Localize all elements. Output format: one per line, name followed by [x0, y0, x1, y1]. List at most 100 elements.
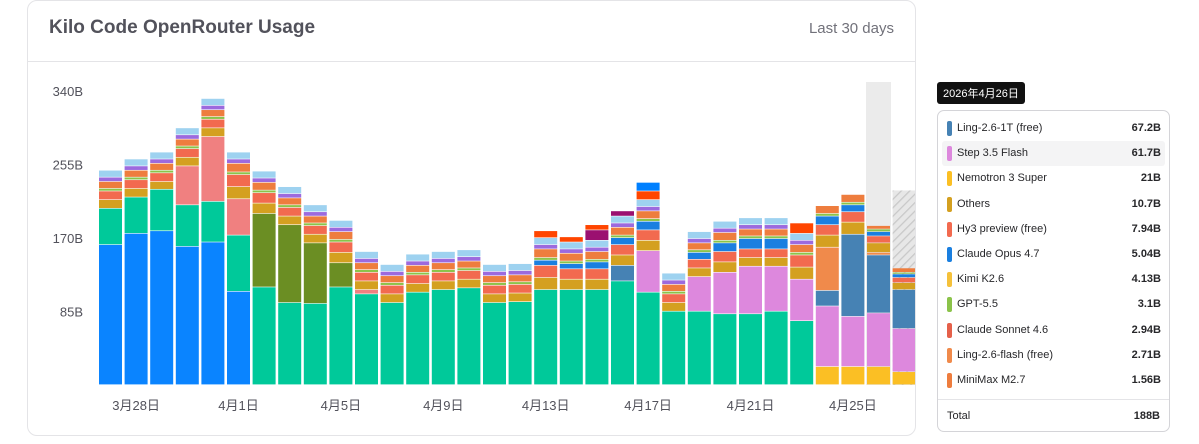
- bar-segment[interactable]: [508, 270, 532, 275]
- bar-segment[interactable]: [99, 244, 122, 385]
- bar-segment[interactable]: [175, 128, 199, 135]
- bar-segment[interactable]: [713, 262, 737, 272]
- bar-segment[interactable]: [278, 186, 302, 194]
- bar-segment[interactable]: [278, 205, 302, 208]
- bar-segment[interactable]: [790, 267, 814, 279]
- bar-segment[interactable]: [150, 159, 174, 164]
- bar-segment[interactable]: [252, 203, 276, 214]
- bar-segment[interactable]: [303, 303, 327, 385]
- bar-segment[interactable]: [559, 263, 583, 269]
- bar-segment[interactable]: [124, 166, 148, 170]
- bar-segment[interactable]: [227, 199, 250, 235]
- bar-segment[interactable]: [380, 276, 404, 283]
- bar-segment[interactable]: [355, 294, 378, 385]
- bar-segment[interactable]: [815, 366, 839, 385]
- bar-segment[interactable]: [585, 289, 609, 385]
- bar-segment[interactable]: [534, 277, 558, 290]
- bar-segment[interactable]: [508, 275, 532, 282]
- bar-segment[interactable]: [611, 255, 634, 266]
- bar-segment[interactable]: [406, 261, 430, 266]
- bar-segment[interactable]: [867, 252, 890, 255]
- bar-segment[interactable]: [611, 235, 634, 238]
- bar-segment[interactable]: [662, 284, 686, 292]
- bar-segment[interactable]: [303, 223, 327, 226]
- bar-segment[interactable]: [764, 218, 788, 225]
- bar-segment[interactable]: [815, 206, 839, 214]
- bar-segment[interactable]: [841, 194, 865, 202]
- bar-segment[interactable]: [636, 199, 660, 207]
- bar-segment[interactable]: [713, 228, 737, 233]
- bar-segment[interactable]: [508, 301, 532, 385]
- bar-segment[interactable]: [278, 216, 302, 225]
- bar-segment[interactable]: [662, 280, 686, 285]
- bar-segment[interactable]: [841, 234, 865, 317]
- bar-segment[interactable]: [252, 213, 276, 287]
- bar-segment[interactable]: [406, 265, 430, 272]
- bar-segment[interactable]: [329, 231, 353, 240]
- bar-segment[interactable]: [662, 302, 686, 311]
- bar-segment[interactable]: [585, 240, 609, 247]
- bar-segment[interactable]: [175, 157, 199, 166]
- bar-segment[interactable]: [201, 136, 225, 202]
- bar-segment[interactable]: [457, 261, 481, 268]
- bar-segment[interactable]: [406, 254, 430, 261]
- bar-segment[interactable]: [534, 238, 558, 245]
- bar-segment[interactable]: [585, 279, 609, 290]
- bar-segment[interactable]: [636, 221, 660, 230]
- bar-segment[interactable]: [687, 238, 711, 243]
- bar-segment[interactable]: [559, 253, 583, 261]
- bar-segment[interactable]: [227, 291, 250, 385]
- bar-segment[interactable]: [534, 257, 558, 260]
- bar-segment[interactable]: [150, 181, 174, 189]
- bar-segment[interactable]: [585, 269, 609, 279]
- bar-segment[interactable]: [790, 321, 814, 385]
- legend-row[interactable]: Nemotron 3 Super 21B: [942, 166, 1165, 191]
- legend-row[interactable]: MiniMax M2.7 1.56B: [942, 368, 1165, 393]
- bar-segment[interactable]: [867, 231, 890, 236]
- bar-segment[interactable]: [483, 294, 506, 303]
- bar-segment[interactable]: [99, 170, 122, 177]
- bar-segment[interactable]: [713, 240, 737, 243]
- bar-segment[interactable]: [636, 211, 660, 219]
- bar-segment[interactable]: [585, 259, 609, 262]
- legend-row[interactable]: GPT-5.5 3.1B: [942, 292, 1165, 317]
- bar-segment[interactable]: [636, 230, 660, 240]
- bar-segment[interactable]: [739, 236, 762, 239]
- bar-segment[interactable]: [892, 268, 915, 272]
- bar-segment[interactable]: [713, 272, 737, 314]
- bar-segment[interactable]: [227, 235, 250, 292]
- bar-segment[interactable]: [431, 281, 455, 290]
- bar-segment[interactable]: [739, 257, 762, 266]
- bar-segment[interactable]: [687, 311, 711, 385]
- bar-segment[interactable]: [534, 265, 558, 278]
- bar-segment[interactable]: [278, 302, 302, 385]
- bar-segment[interactable]: [611, 238, 634, 245]
- bar-segment[interactable]: [841, 212, 865, 222]
- bar-segment[interactable]: [662, 273, 686, 280]
- bar-segment[interactable]: [611, 227, 634, 235]
- bar-segment[interactable]: [559, 269, 583, 279]
- bar-segment[interactable]: [892, 289, 915, 329]
- bar-segment[interactable]: [431, 258, 455, 263]
- bar-segment[interactable]: [483, 271, 506, 276]
- bar-segment[interactable]: [508, 293, 532, 302]
- bar-segment[interactable]: [559, 289, 583, 385]
- bar-segment[interactable]: [892, 277, 915, 283]
- bar-segment[interactable]: [355, 263, 378, 270]
- bar-segment[interactable]: [175, 135, 199, 139]
- bar-segment[interactable]: [764, 238, 788, 249]
- bar-segment[interactable]: [252, 182, 276, 190]
- bar-segment[interactable]: [534, 289, 558, 385]
- bar-segment[interactable]: [867, 366, 890, 385]
- bar-segment[interactable]: [227, 163, 250, 172]
- bar-segment[interactable]: [329, 220, 353, 228]
- bar-segment[interactable]: [739, 218, 762, 225]
- bar-segment[interactable]: [585, 262, 609, 269]
- bar-segment[interactable]: [99, 177, 122, 182]
- bar-segment[interactable]: [431, 251, 455, 259]
- bar-segment[interactable]: [559, 279, 583, 290]
- bar-segment[interactable]: [892, 372, 915, 385]
- bar-segment[interactable]: [636, 206, 660, 211]
- bar-segment[interactable]: [278, 193, 302, 198]
- bar-segment[interactable]: [841, 222, 865, 234]
